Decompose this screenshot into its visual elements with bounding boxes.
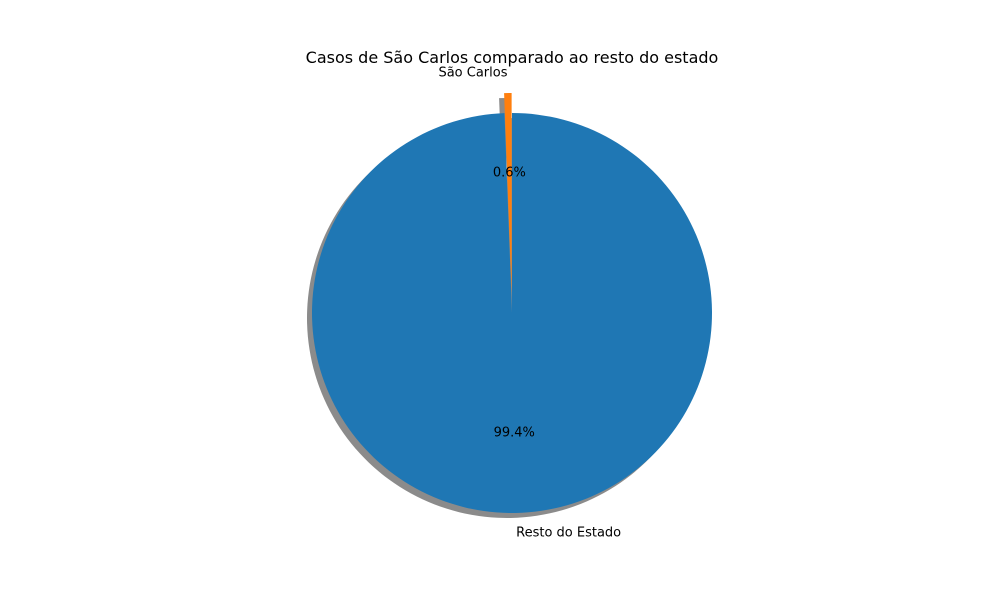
chart-title: Casos de São Carlos comparado ao resto d… [306,48,719,67]
pie-slice-resto-do-estado [311,113,712,514]
pie-slices [311,93,712,514]
pie-slice-sao-carlos [504,93,512,294]
slice-label-sao-carlos: São Carlos [438,66,507,81]
slice-percent-sao-carlos: 0.6% [493,166,526,181]
pie-labels: São Carlos 0.6% Resto do Estado 99.4% [438,66,621,541]
slice-label-resto-do-estado: Resto do Estado [516,525,621,540]
slice-percent-resto-do-estado: 99.4% [494,425,535,440]
